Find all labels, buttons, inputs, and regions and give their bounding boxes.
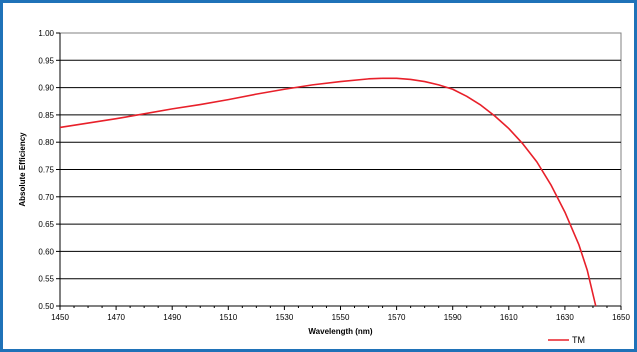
x-axis-title: Wavelength (nm): [308, 327, 372, 336]
y-tick-label: 0.90: [38, 84, 54, 93]
y-tick-label: 0.60: [38, 247, 54, 256]
y-tick-label: 0.65: [38, 220, 54, 229]
x-tick-label: 1550: [332, 313, 350, 322]
y-tick-label: 0.75: [38, 166, 54, 175]
y-tick-label: 0.55: [38, 275, 54, 284]
y-tick-label: 0.85: [38, 111, 54, 120]
x-tick-label: 1570: [388, 313, 406, 322]
y-tick-label: 1.00: [38, 29, 54, 38]
x-tick-label: 1470: [107, 313, 125, 322]
series-line-tm: [59, 77, 597, 307]
x-tick-label: 1610: [500, 313, 518, 322]
y-axis-title: Absolute Efficiency: [18, 132, 27, 207]
y-tick-label: 0.70: [38, 193, 54, 202]
x-tick-label: 1630: [556, 313, 574, 322]
x-tick-label: 1510: [219, 313, 237, 322]
line-chart: 0.50 0.55 0.60 0.65 0.70 0.75 0.80 0.85 0.90 0.95…: [18, 29, 630, 345]
x-tick-label: 1450: [51, 313, 69, 322]
y-tick-label: 0.50: [38, 302, 54, 311]
x-tick-label: 1530: [276, 313, 294, 322]
y-tick-label: 0.80: [38, 138, 54, 147]
x-tick-label: 1490: [163, 313, 181, 322]
y-tick-label: 0.95: [38, 56, 54, 65]
x-tick-label: 1590: [444, 313, 462, 322]
legend-label: TM: [572, 335, 585, 345]
x-tick-label: 1650: [612, 313, 630, 322]
